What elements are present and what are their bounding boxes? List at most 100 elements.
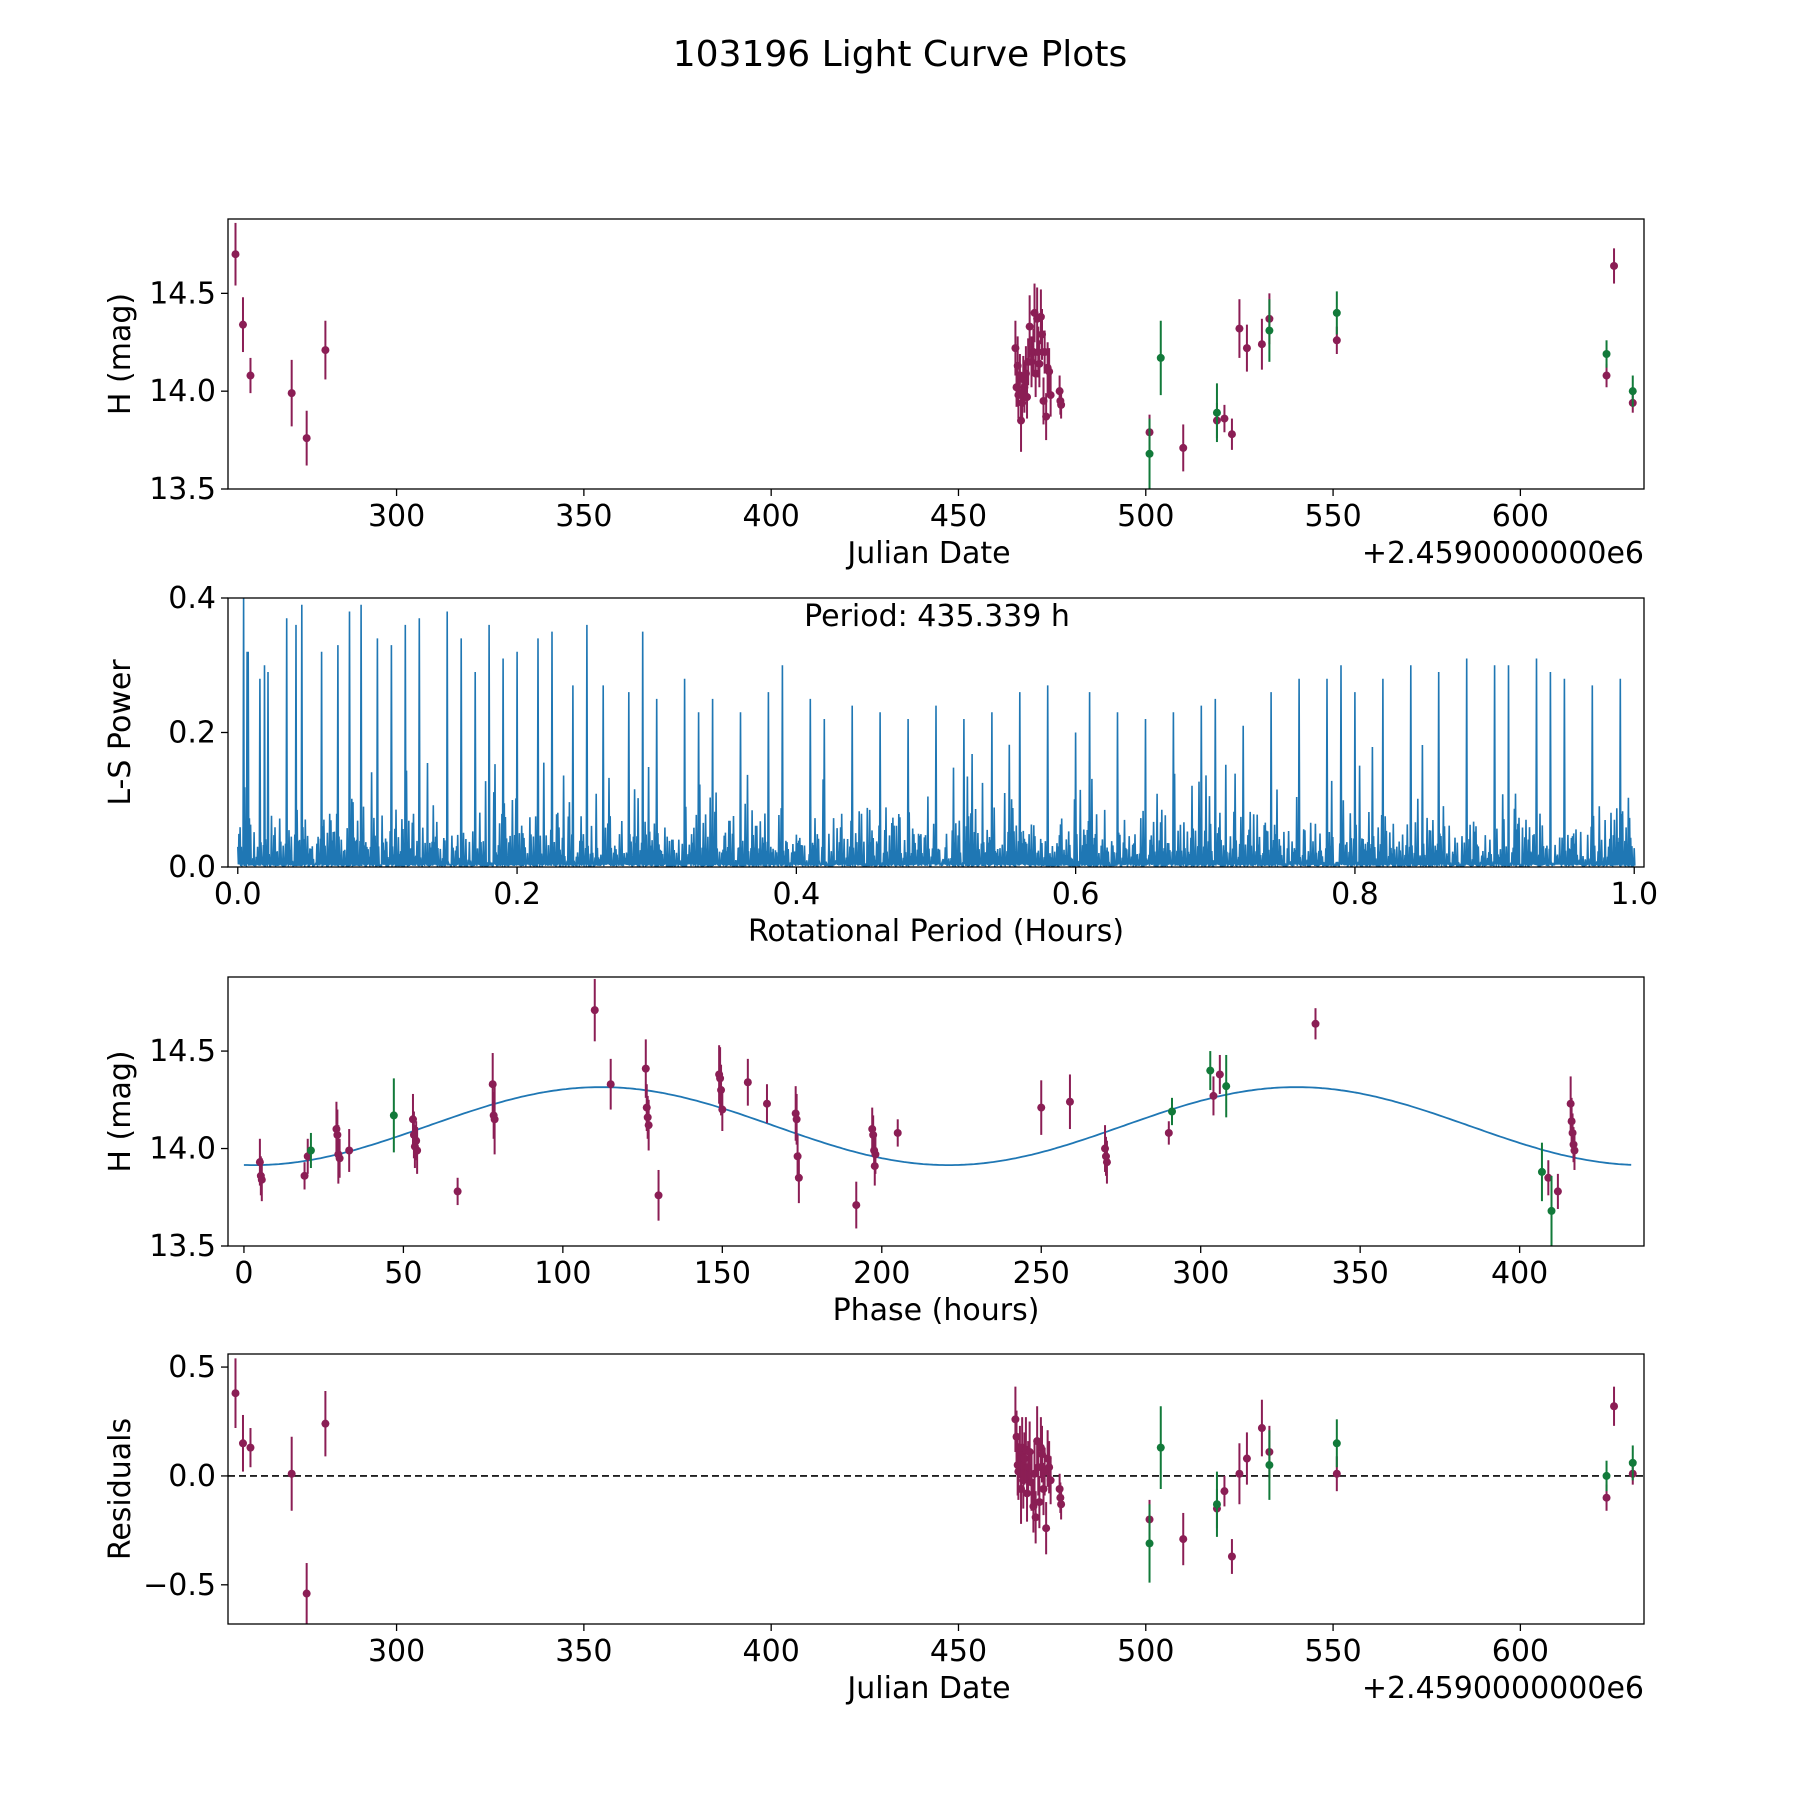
y-tick-label: 13.5 (149, 1229, 216, 1264)
filter-1-data-point (246, 371, 255, 380)
filter-1-data-point (238, 320, 247, 329)
x-offset-text: +2.4590000000e6 (1362, 1671, 1644, 1706)
filter-1-data-point (1035, 359, 1044, 368)
filter-1-data-point (1227, 1552, 1236, 1561)
filter-2-data-point (1265, 326, 1274, 335)
filter-2-data-point (1628, 1458, 1637, 1467)
filter-1-data-point (718, 1105, 727, 1114)
filter-1-data-point (1610, 1402, 1619, 1411)
filter-1-data-point (1042, 412, 1051, 421)
filter-2-data-point (1222, 1082, 1231, 1091)
filter-1-data-point (1179, 1535, 1188, 1544)
filter-1-data-point (1215, 1070, 1224, 1079)
filter-2-data-point (1537, 1167, 1546, 1176)
x-tick-label: 500 (1117, 1634, 1174, 1669)
x-tick-label: 450 (930, 499, 987, 534)
x-tick-label: 300 (1172, 1256, 1229, 1291)
filter-2-data-point (1332, 308, 1341, 317)
residuals-axes-frame (227, 1353, 1645, 1625)
x-tick-label: 400 (743, 1634, 800, 1669)
filter-1-data-point (762, 1099, 771, 1108)
filter-1-data-point (644, 1121, 653, 1130)
y-tick-label: 0.4 (168, 581, 216, 616)
filter-1-data-point (231, 250, 240, 259)
x-axis-label: Julian Date (845, 536, 1010, 571)
filter-1-data-point (590, 1006, 599, 1015)
periodogram-plot-area (237, 598, 1636, 867)
filter-1-data-point (870, 1162, 879, 1171)
y-axis-label: L-S Power (103, 659, 138, 806)
filter-1-data-point (1227, 430, 1236, 439)
filter-2-data-point (1206, 1066, 1215, 1075)
filter-1-data-point (1332, 1469, 1341, 1478)
x-tick-label: 550 (1304, 499, 1361, 534)
filter-1-data-point (302, 1589, 311, 1598)
filter-1-data-point (852, 1201, 861, 1210)
filter-1-data-point (1311, 1019, 1320, 1028)
lightcurve-plot-area (231, 222, 1637, 489)
x-tick-label: 400 (1491, 1256, 1548, 1291)
filter-1-data-point (1035, 1498, 1044, 1507)
x-axis-label: Rotational Period (Hours) (748, 914, 1124, 949)
residuals-plot-area (228, 1358, 1644, 1624)
x-tick-label: 0 (234, 1256, 253, 1291)
filter-2-data-point (1332, 1439, 1341, 1448)
filter-1-data-point (1045, 367, 1054, 376)
filter-1-data-point (1025, 322, 1034, 331)
filter-1-data-point (794, 1173, 803, 1182)
x-tick-label: 1.0 (1610, 877, 1658, 912)
x-tick-label: 350 (555, 499, 612, 534)
filter-1-data-point (1042, 1524, 1051, 1533)
filter-1-data-point (893, 1128, 902, 1137)
filter-2-data-point (1145, 449, 1154, 458)
filter-1-data-point (1031, 1513, 1040, 1522)
lightcurve-axes-frame (227, 218, 1645, 490)
phased-plot-area (243, 978, 1632, 1246)
figure-title: 103196 Light Curve Plots (673, 34, 1127, 75)
filter-1-data-point (717, 1086, 726, 1095)
y-tick-label: 13.5 (149, 472, 216, 507)
filter-1-data-point (743, 1078, 752, 1087)
filter-1-data-point (1220, 1487, 1229, 1496)
x-tick-label: 350 (555, 1634, 612, 1669)
y-tick-label: 0.0 (168, 850, 216, 885)
filter-1-data-point (1065, 1097, 1074, 1106)
filter-2-data-point (306, 1146, 315, 1155)
filter-1-data-point (1257, 1424, 1266, 1433)
y-tick-label: 14.0 (149, 1132, 216, 1167)
filter-2-data-point (1602, 1471, 1611, 1480)
filter-1-data-point (1025, 1447, 1034, 1456)
filter-1-data-point (1242, 1454, 1251, 1463)
x-tick-label: 300 (368, 499, 425, 534)
phased-lightcurve-panel: 0 50 100 150 200 250 300 350 400 13.5 14.0 14.5 Phas… (103, 976, 1645, 1328)
filter-2-data-point (1212, 1500, 1221, 1509)
y-axis-label: H (mag) (103, 1050, 138, 1172)
filter-1-data-point (1544, 1173, 1553, 1182)
phased-axes-frame (227, 976, 1645, 1247)
filter-2-data-point (1168, 1107, 1176, 1116)
filter-1-data-point (1235, 324, 1244, 333)
filter-1-data-point (641, 1064, 650, 1073)
residuals-panel: 300 350 400 450 500 550 600 −0.5 0.0 0.5 Julian Da… (103, 1350, 1645, 1706)
x-tick-label: 500 (1117, 499, 1174, 534)
x-tick-label: 600 (1492, 499, 1549, 534)
filter-1-data-point (321, 1419, 330, 1428)
filter-2-data-point (1628, 387, 1637, 396)
filter-1-data-point (287, 1469, 296, 1478)
y-tick-label: 14.5 (149, 276, 216, 311)
filter-2-data-point (1212, 408, 1221, 417)
filter-1-data-point (1164, 1128, 1173, 1137)
filter-1-data-point (246, 1443, 255, 1452)
x-tick-label: 0.2 (493, 877, 541, 912)
sinusoid-fit-curve (243, 1086, 1632, 1166)
filter-2-data-point (1156, 353, 1165, 362)
lightcurve-panel: 300 350 400 450 500 550 600 13.5 14.0 14.5 Julian … (103, 218, 1645, 571)
x-tick-label: 100 (534, 1256, 591, 1291)
filter-1-data-point (1045, 1463, 1054, 1472)
filter-1-data-point (1209, 1091, 1218, 1100)
filter-2-data-point (389, 1111, 398, 1120)
filter-1-data-point (1553, 1187, 1562, 1196)
filter-1-data-point (238, 1439, 247, 1448)
x-axis-label: Phase (hours) (833, 1293, 1040, 1328)
